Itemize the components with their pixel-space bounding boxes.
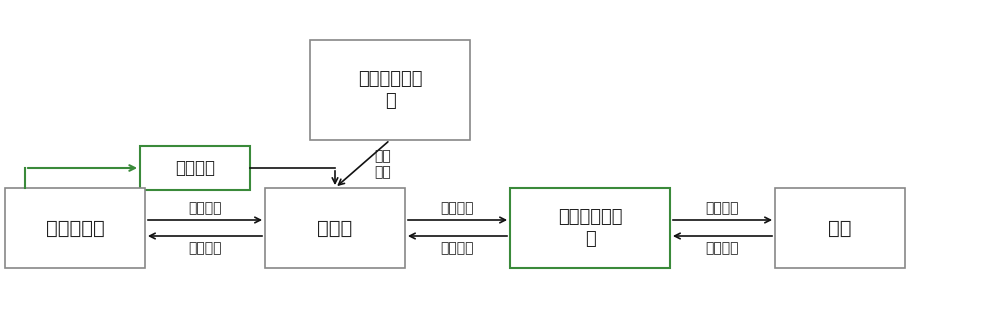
Text: 后台云处理平
台: 后台云处理平 台: [558, 208, 622, 248]
Text: 传输数据: 传输数据: [441, 201, 474, 215]
Text: 控制命令: 控制命令: [441, 241, 474, 255]
Text: 摄像机阵列: 摄像机阵列: [46, 219, 104, 238]
Bar: [5, 188, 145, 268]
Text: 控制器: 控制器: [317, 219, 353, 238]
Text: 传输数据: 传输数据: [188, 201, 222, 215]
Bar: [310, 40, 470, 140]
Text: 联动
信号: 联动 信号: [374, 149, 391, 179]
Text: 控制命令: 控制命令: [188, 241, 222, 255]
Text: 地磁车辆传感
器: 地磁车辆传感 器: [358, 70, 422, 110]
Bar: [140, 146, 250, 190]
Text: 终端: 终端: [828, 219, 852, 238]
Bar: [510, 188, 670, 268]
Bar: [775, 188, 905, 268]
Text: 查询指令: 查询指令: [706, 241, 739, 255]
Bar: [265, 188, 405, 268]
Text: 存储设备: 存储设备: [175, 159, 215, 177]
Text: 传输数据: 传输数据: [706, 201, 739, 215]
